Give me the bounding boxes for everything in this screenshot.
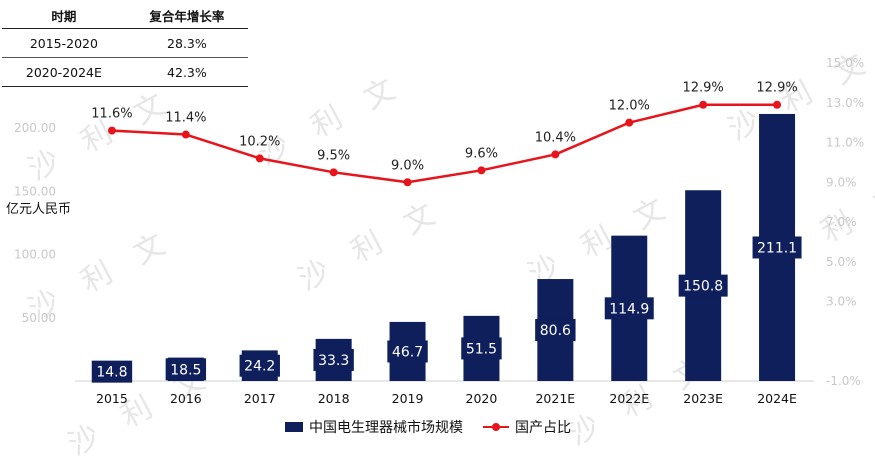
line-point (255, 154, 264, 163)
line-point (329, 168, 338, 177)
right-axis-tick-label: -1.0% (826, 374, 861, 388)
legend-label-market-size: 中国电生理器械市场规模 (309, 420, 463, 436)
line-point (107, 126, 116, 135)
bar-label-bg (604, 297, 654, 320)
x-axis-tick-label: 2024E (757, 391, 797, 406)
line-point (403, 178, 412, 187)
left-axis-tick-label: 50.00 (22, 311, 56, 325)
bar-label-bg (387, 340, 428, 363)
table-cell-period: 2020-2024E (2, 57, 126, 87)
x-axis-tick-label: 2017 (244, 391, 276, 406)
x-axis-tick-label: 2015 (96, 391, 128, 406)
bar-label-bg (461, 337, 502, 360)
line-value-label: 9.6% (465, 146, 498, 161)
line-series-domestic-share (111, 103, 778, 184)
line-value-label: 9.0% (391, 158, 424, 173)
line-point (773, 100, 782, 109)
x-axis-tick-label: 2020 (466, 391, 498, 406)
table-header-cagr: 复合年增长率 (125, 2, 248, 29)
line-point (551, 150, 560, 159)
line-value-label: 10.2% (239, 134, 280, 149)
line-value-label: 9.5% (317, 148, 350, 163)
cagr-table: 时期 复合年增长率 2015-2020 28.3% 2020-2024E 42.… (2, 2, 248, 87)
bar-value-label: 211.1 (757, 240, 797, 256)
line-point (699, 100, 708, 109)
legend-item-market-size: 中国电生理器械市场规模 (285, 417, 463, 437)
bar-label-bg (535, 319, 576, 342)
table-row: 2015-2020 28.3% (2, 28, 248, 58)
table-row: 2020-2024E 42.3% (2, 57, 248, 87)
left-axis-tick-label: 200.00 (14, 121, 56, 135)
bar-value-label: 24.2 (244, 359, 275, 375)
left-axis-tick-label: 100.00 (14, 248, 56, 262)
right-axis-tick-label: 5.0% (826, 255, 857, 269)
x-axis-tick-label: 2022E (609, 391, 649, 406)
bar-value-label: 46.7 (392, 344, 423, 360)
bar-value-label: 33.3 (318, 353, 349, 369)
line-value-label: 10.4% (535, 130, 576, 145)
line-value-label: 12.9% (682, 81, 723, 96)
table-cell-cagr: 28.3% (125, 28, 248, 58)
x-axis-tick-label: 2018 (318, 391, 350, 406)
right-axis-tick-label: 11.0% (826, 136, 864, 150)
legend-bar-swatch (285, 422, 303, 432)
right-axis-tick-label: 13.0% (826, 96, 864, 110)
x-axis-tick-label: 2021E (535, 391, 575, 406)
line-value-label: 11.4% (165, 111, 206, 126)
right-axis-tick-label: 15.0% (826, 56, 864, 70)
bar-label-bg (678, 274, 728, 297)
combo-chart: 50.00 100.00 150.00 200.00 亿元人民币 -1.0% 3.0% 5.0… (6, 56, 864, 406)
table-header-row: 时期 复合年增长率 (2, 2, 248, 29)
chart-legend: 中国电生理器械市场规模 国产占比 (285, 417, 591, 437)
bar-label-bg (313, 348, 354, 371)
bar-label-bg (91, 360, 133, 383)
legend-item-domestic-share: 国产占比 (483, 417, 571, 437)
line-point (477, 166, 486, 175)
right-axis-tick-label: 3.0% (826, 295, 857, 309)
bar-value-label: 80.6 (540, 323, 571, 339)
bar-value-label: 51.5 (466, 341, 497, 357)
x-axis-tick-label: 2019 (392, 391, 424, 406)
bar-label-bg (165, 358, 207, 381)
line-value-label: 11.6% (91, 107, 132, 122)
legend-line-swatch (483, 422, 509, 432)
bar-value-label: 114.9 (609, 301, 649, 317)
x-axis-tick-label: 2023E (683, 391, 723, 406)
bar-value-label: 18.5 (170, 362, 201, 378)
table-header-period: 时期 (2, 2, 126, 29)
line-value-label: 12.0% (609, 99, 650, 114)
x-axis-tick-label: 2016 (170, 391, 202, 406)
table-cell-period: 2015-2020 (2, 28, 126, 58)
line-point (181, 130, 190, 139)
bar-value-label: 14.8 (96, 365, 127, 381)
left-axis-label: 亿元人民币 (6, 202, 71, 217)
bar-label-bg (752, 236, 802, 259)
table-cell-cagr: 42.3% (125, 57, 248, 87)
right-axis-tick-label: 9.0% (826, 175, 857, 189)
line-point (625, 118, 634, 127)
legend-label-domestic-share: 国产占比 (515, 420, 571, 436)
bar-value-label: 150.8 (683, 279, 723, 295)
right-axis-tick-label: 7.0% (826, 215, 857, 229)
left-axis-tick-label: 150.00 (14, 184, 56, 198)
line-value-label: 12.9% (756, 81, 797, 96)
bar-label-bg (239, 354, 280, 377)
